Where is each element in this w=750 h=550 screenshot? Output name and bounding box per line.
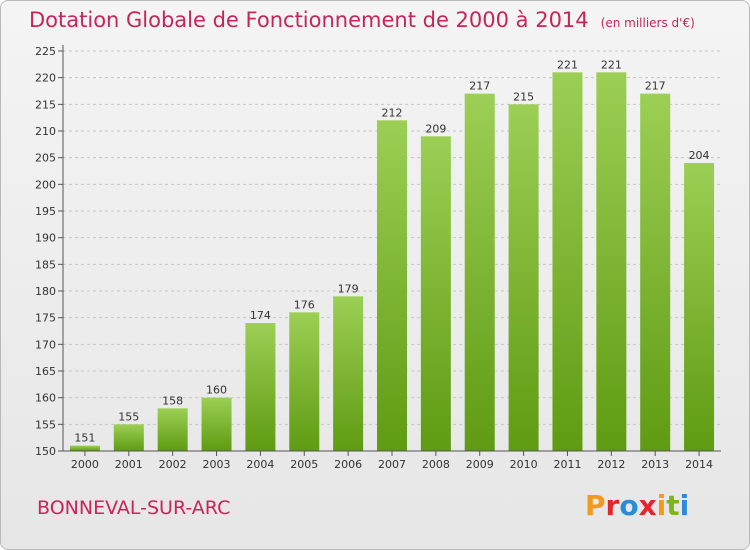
data-label: 217 [469,80,490,93]
bar [69,445,100,451]
logo-letter: o [619,489,639,522]
data-label: 179 [338,282,359,295]
x-tick-label: 2007 [378,458,406,471]
x-tick-label: 2012 [597,458,625,471]
data-label: 215 [513,90,534,103]
bar [552,72,583,451]
bar [640,93,671,452]
proxiti-logo: Proxiti [585,489,689,522]
logo-letter: t [666,489,680,522]
x-tick-label: 2009 [466,458,494,471]
bar [420,136,451,452]
x-tick-label: 2008 [422,458,450,471]
data-label: 174 [250,309,271,322]
data-label: 151 [74,432,95,445]
bar [289,312,320,451]
data-label: 212 [382,106,403,119]
y-tick-label: 205 [35,152,56,165]
x-tick-label: 2011 [553,458,581,471]
bar [157,408,188,451]
y-tick-label: 210 [35,125,56,138]
y-tick-label: 200 [35,178,56,191]
bar [113,424,144,451]
bar [245,323,276,451]
y-tick-label: 160 [35,392,56,405]
y-tick-label: 215 [35,98,56,111]
y-tick-label: 170 [35,338,56,351]
commune-name: BONNEVAL-SUR-ARC [37,497,231,519]
x-tick-label: 2002 [159,458,187,471]
bars [69,72,715,452]
data-label: 160 [206,384,227,397]
x-tick-label: 2005 [290,458,318,471]
logo-letter: i [656,489,667,522]
y-tick-label: 180 [35,285,56,298]
y-tick-label: 220 [35,72,56,85]
x-tick-label: 2010 [510,458,538,471]
data-label: 204 [689,149,710,162]
y-tick-label: 225 [35,45,56,58]
y-tick-label: 195 [35,205,56,218]
data-label: 155 [118,410,139,423]
axes [58,45,721,456]
data-label: 209 [425,122,446,135]
y-tick-label: 155 [35,418,56,431]
bar [508,104,539,451]
x-tick-label: 2014 [685,458,713,471]
data-label: 221 [557,58,578,71]
x-tick-label: 2004 [246,458,274,471]
y-tick-label: 190 [35,232,56,245]
labels: 150 155 160 165 170 175 180 185 190 195 200 205 210 2… [35,45,713,471]
logo-letter: x [638,489,657,522]
chart-subtitle: (en milliers d'€) [600,16,695,30]
data-label: 176 [294,298,315,311]
bar [596,72,627,451]
chart-title: Dotation Globale de Fonctionnement de 20… [29,8,589,32]
y-tick-label: 165 [35,365,56,378]
x-tick-label: 2003 [203,458,231,471]
x-tick-label: 2000 [71,458,99,471]
data-label: 217 [645,80,666,93]
x-tick-label: 2001 [115,458,143,471]
data-label: 158 [162,394,183,407]
logo-letter: r [605,489,620,522]
logo-letter: P [585,489,606,522]
logo-letter: i [679,489,690,522]
y-tick-label: 150 [35,445,56,458]
y-tick-label: 175 [35,312,56,325]
title-row: Dotation Globale de Fonctionnement de 20… [29,8,695,32]
x-tick-label: 2013 [641,458,669,471]
bar [201,397,232,451]
bar [333,296,364,451]
y-tick-label: 185 [35,258,56,271]
bar [684,163,715,451]
bar [464,93,495,452]
x-tick-label: 2006 [334,458,362,471]
bar [377,120,407,451]
data-label: 221 [601,58,622,71]
